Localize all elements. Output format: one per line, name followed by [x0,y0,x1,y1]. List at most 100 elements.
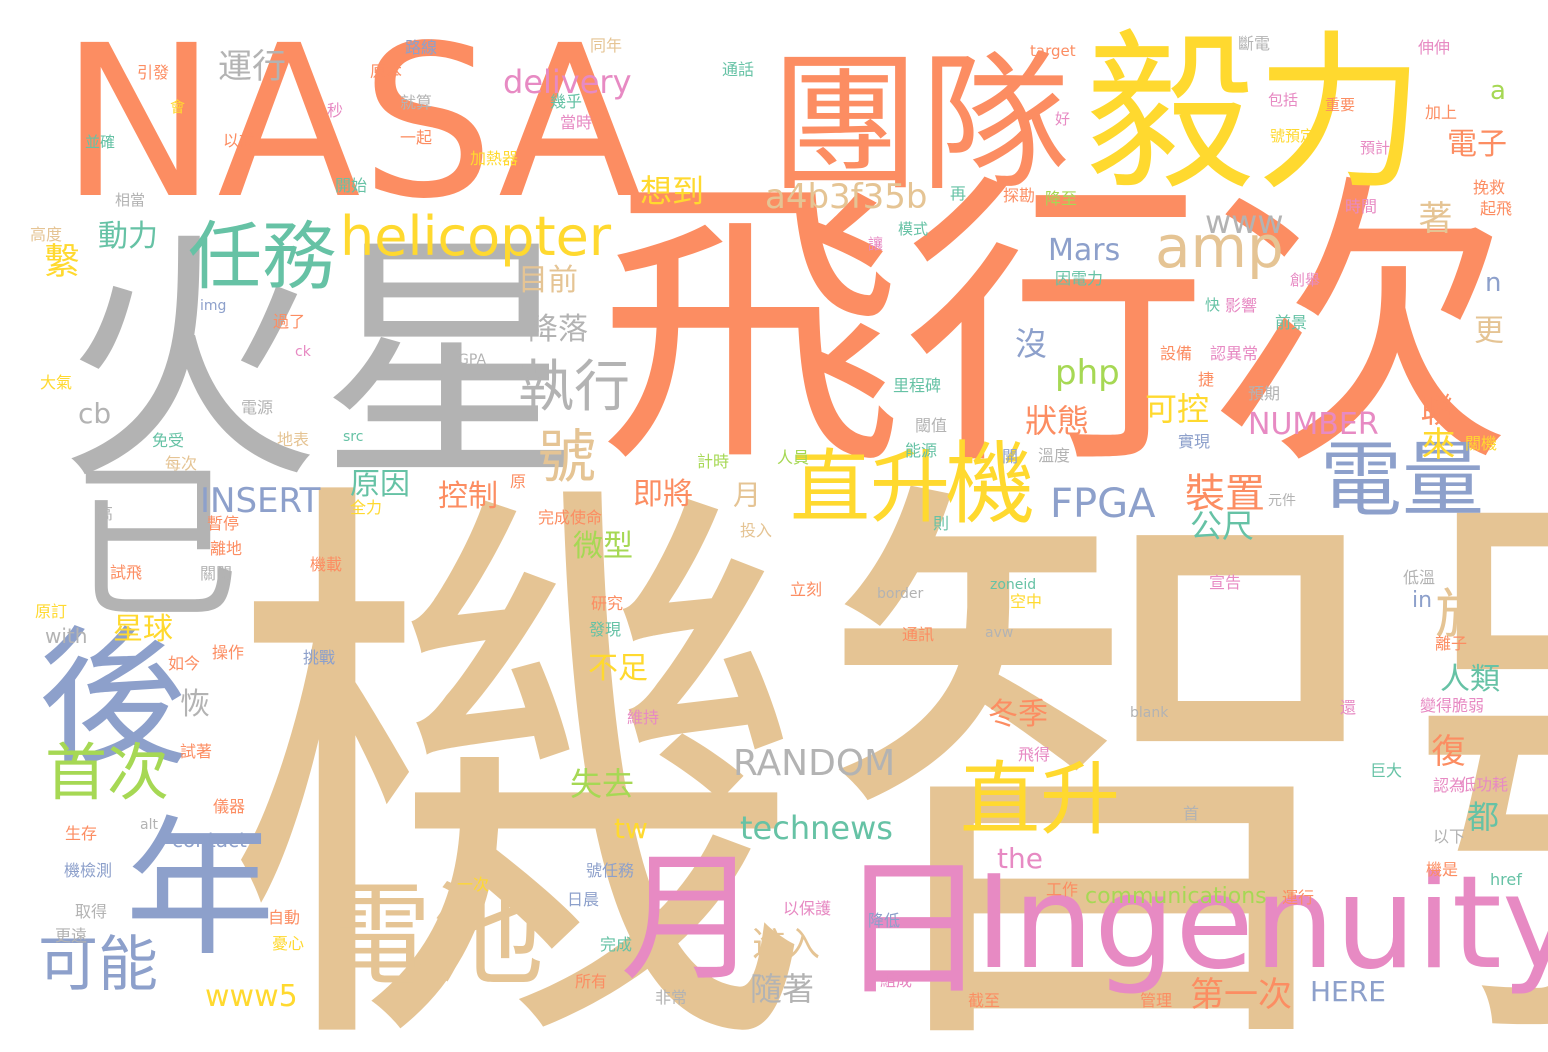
cloud-word: 高 [97,504,114,523]
cloud-word: 如今 [168,654,201,673]
cloud-word: 繫 [38,242,79,278]
cloud-word: tw [614,812,648,845]
cloud-word: 影響 [1225,296,1258,315]
cloud-word: 以下 [1433,827,1466,846]
cloud-word: 挑戰 [303,648,336,667]
cloud-word: 變得脆弱 [1420,696,1485,715]
cloud-word: 同年 [590,36,623,55]
cloud-word: 首 [1183,804,1200,823]
cloud-word: 完成 [600,935,633,954]
cloud-word: 可控 [1145,390,1210,428]
cloud-word: 伸伸 [1418,38,1451,57]
cloud-word: a [1490,76,1506,106]
cloud-word: 暫停 [207,514,240,533]
cloud-word: NASA [60,0,642,245]
cloud-word: 會 [170,98,186,116]
cloud-word: 都 [1462,800,1500,832]
cloud-word: 機載 [310,555,343,574]
cloud-word: 任務 [188,214,336,300]
cloud-word: target [1030,42,1076,60]
cloud-word: helicopter [340,205,612,268]
cloud-word: img [200,298,227,314]
cloud-word: zoneid [990,577,1037,593]
cloud-word: 低功耗 [1460,775,1509,794]
cloud-word: 日晨 [567,890,600,909]
cloud-word: 人員 [777,448,810,467]
cloud-word: 進入 [752,925,820,965]
cloud-word: 認為 [1433,776,1466,795]
cloud-word: blank [1130,705,1169,721]
cloud-word: 巨大 [1370,761,1403,780]
cloud-word: www5 [205,979,298,1014]
cloud-word: 開 [1002,447,1019,466]
cloud-word: 取得 [75,902,108,921]
cloud-word: 以保護 [783,899,832,918]
cloud-word: 以前 [223,131,256,150]
cloud-word: 還 [1340,698,1357,717]
cloud-word: 來 [1415,426,1455,460]
cloud-word: 捷 [1198,370,1215,389]
cloud-word: 管理 [1140,991,1173,1010]
cloud-word: 所有 [575,972,608,991]
cloud-word: 毅力 [1085,16,1426,214]
cloud-word: RANDOM [733,743,896,784]
cloud-word: 引發 [137,63,170,82]
cloud-word: 日 [838,843,989,1017]
cloud-word: 運行 [1282,888,1315,907]
cloud-word: 人類 [1440,662,1500,697]
cloud-word: 著 [1412,200,1452,234]
cloud-word: 電池 [320,871,544,1001]
cloud-word: 元件 [1268,493,1296,509]
cloud-word: 飛得 [1018,745,1051,764]
cloud-word: 當時 [560,113,593,132]
cloud-word: 通訊 [902,625,935,644]
cloud-word: 並確 [85,133,116,151]
cloud-word: 起飛 [1480,199,1513,218]
cloud-word: 想到 [640,172,705,210]
cloud-word: 截至 [968,991,1001,1010]
cloud-word: 機檢測 [64,861,113,880]
cloud-word: 原因 [350,467,410,502]
cloud-word: contact [172,828,247,852]
cloud-word: 研究 [591,594,624,613]
cloud-word: 幾乎 [550,92,583,111]
cloud-word: 實現 [1178,432,1211,451]
cloud-word: 操作 [212,643,245,662]
cloud-word: 包括 [1268,91,1299,109]
cloud-word: 加上 [1425,103,1458,122]
cloud-word: amp [1155,213,1284,281]
cloud-word: 團隊 [770,38,1071,212]
cloud-word: 直升 [790,441,950,534]
cloud-word: 秒 [327,101,344,120]
cloud-word: 模式 [898,220,929,238]
cloud-word: 冬季 [988,697,1048,732]
cloud-word: 立刻 [790,580,823,599]
cloud-word: 隨著 [750,970,815,1008]
cloud-word: 過了 [273,312,306,331]
cloud-word: 前景 [1275,313,1308,332]
cloud-word: 發現 [589,620,622,639]
cloud-word: 開始 [335,176,368,195]
cloud-word: 宣告 [1209,573,1242,592]
cloud-word: FPGA [1050,481,1156,527]
cloud-word: 飛行次 [598,150,1513,505]
cloud-word: 裝置 [1185,471,1265,517]
cloud-word: 生存 [65,824,98,843]
cloud-word: 更 [1468,314,1503,344]
cloud-word: 維持 [627,708,660,727]
cloud-word: FGPA [450,352,487,368]
cloud-word: 每次 [165,454,198,473]
cloud-word: INSERT [200,481,321,521]
cloud-word: 離子 [1435,634,1468,653]
cloud-word: 號任務 [586,861,635,880]
cloud-word: technews [740,809,893,847]
cloud-word: 降落 [528,312,588,347]
cloud-word: 投入 [740,521,773,540]
cloud-word: 號 [538,423,597,491]
cloud-word: 高度 [30,225,63,244]
cloud-word: 原訂 [35,602,68,621]
cloud-word: 原本 [370,62,403,81]
cloud-word: 大氣 [40,373,73,392]
cloud-word: 不足 [588,651,648,686]
